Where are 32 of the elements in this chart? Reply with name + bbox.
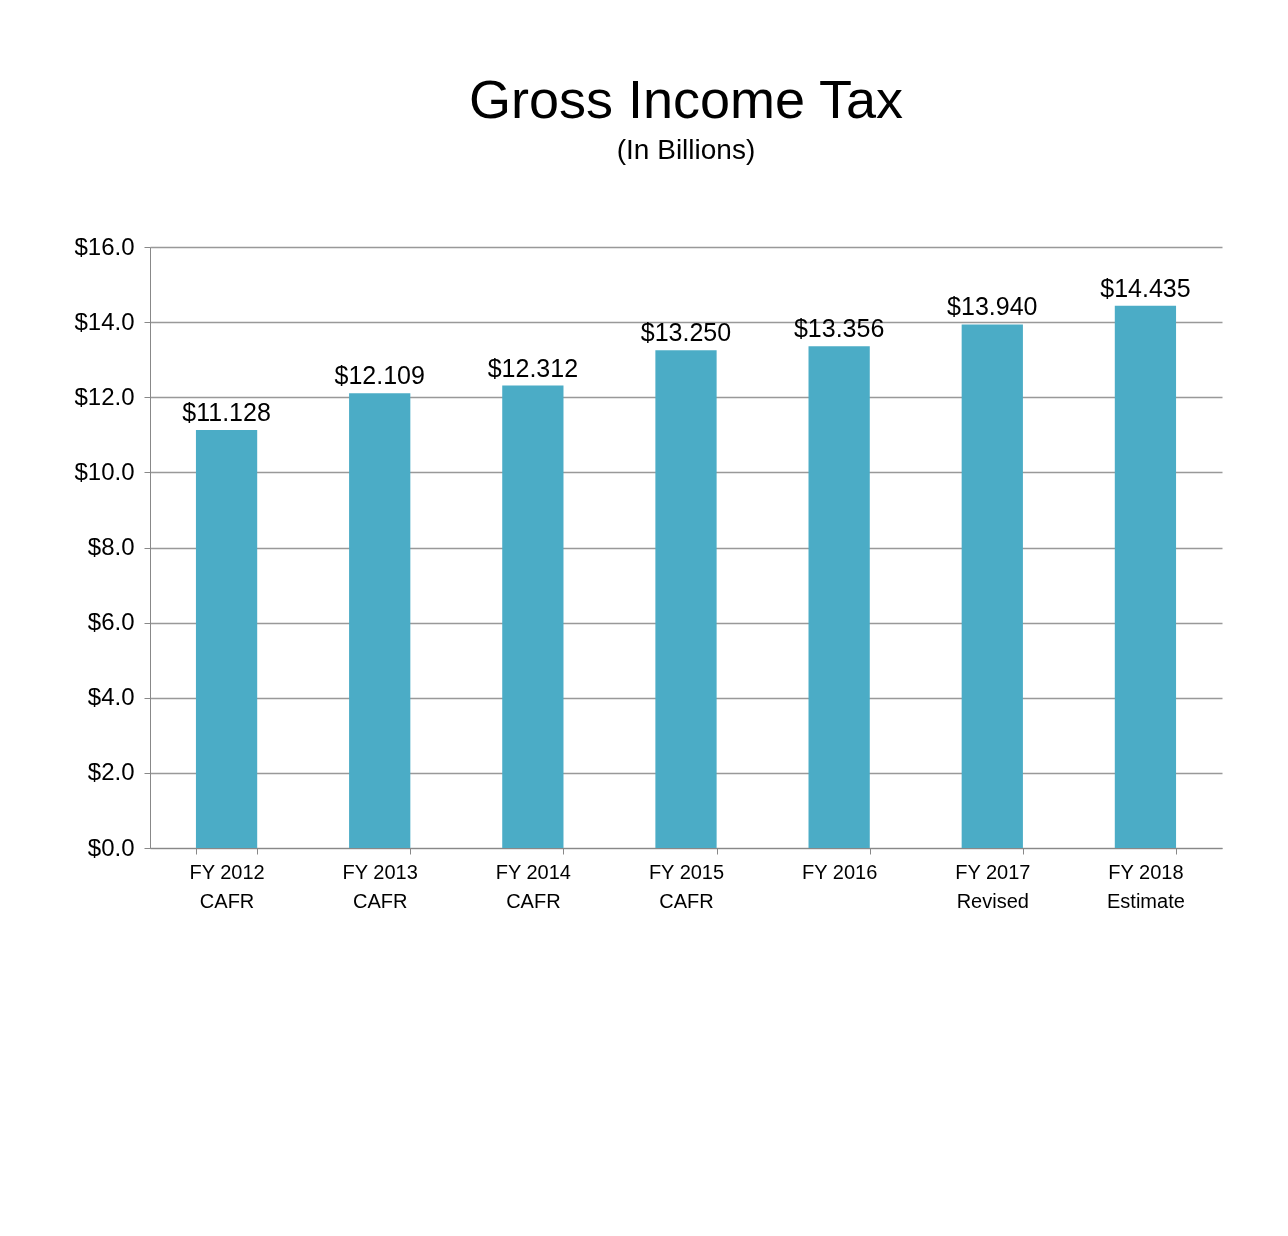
x-tick-label: FY 2015 CAFR	[648, 860, 725, 912]
bar	[502, 385, 564, 848]
y-tick-label: $16.0	[74, 232, 135, 260]
y-tick-label: $10.0	[74, 457, 135, 485]
x-tick-label: FY 2017 Revised	[955, 860, 1031, 912]
bar	[349, 393, 411, 848]
x-tick-label: FY 2016	[802, 860, 878, 883]
bar	[808, 346, 870, 848]
data-label: $12.109	[334, 361, 425, 390]
y-tick-label: $0.0	[87, 833, 135, 861]
y-tick-label: $14.0	[74, 307, 135, 335]
data-label: $14.435	[1100, 273, 1191, 302]
data-label: $13.356	[793, 314, 885, 343]
y-tick-label: $12.0	[74, 382, 135, 410]
x-tick-label: FY 2013 CAFR	[342, 860, 418, 912]
chart-title: Gross Income Tax	[468, 69, 904, 129]
x-tick-label: FY 2014 CAFR	[495, 860, 571, 912]
x-tick-label: FY 2012 CAFR	[189, 860, 265, 912]
x-tick-label: FY 2018 Estimate	[1107, 860, 1185, 912]
chart-subtitle: (In Billions)	[616, 134, 756, 165]
y-tick-label: $2.0	[87, 758, 135, 786]
bar	[655, 350, 717, 848]
data-label: $12.312	[487, 353, 579, 382]
data-label: $11.128	[182, 398, 271, 426]
data-label: $13.250	[640, 318, 732, 347]
bar	[961, 324, 1023, 848]
bar	[1114, 305, 1177, 848]
bar	[195, 430, 258, 848]
y-tick-label: $4.0	[87, 683, 135, 711]
y-tick-label: $6.0	[87, 608, 135, 636]
y-tick-label: $8.0	[87, 533, 135, 560]
data-label: $13.940	[947, 292, 1038, 321]
